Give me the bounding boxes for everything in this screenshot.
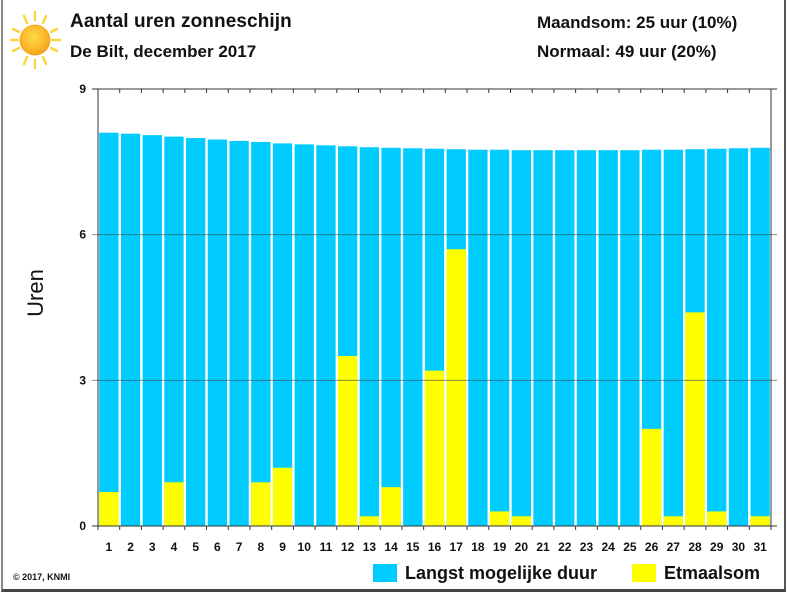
x-tick-label: 15	[406, 540, 420, 554]
bar-max-duration	[728, 148, 749, 526]
x-tick-label: 5	[192, 540, 199, 554]
y-tick-label: 9	[79, 82, 86, 96]
legend-swatch-max-duration	[373, 564, 397, 582]
x-tick-label: 11	[320, 540, 333, 554]
x-tick-label: 26	[645, 540, 659, 554]
bar-daily-sum	[641, 428, 662, 526]
legend-label-daily-sum: Etmaalsom	[664, 562, 761, 583]
x-tick-label: 24	[601, 540, 615, 554]
bar-daily-sum	[272, 467, 293, 526]
bar-daily-sum	[251, 482, 271, 526]
bar-daily-sum	[511, 516, 531, 526]
x-tick-label: 20	[515, 540, 529, 554]
bar-daily-sum	[359, 516, 380, 526]
bar-daily-sum	[750, 516, 770, 526]
bar-max-duration	[229, 140, 249, 526]
bar-max-duration	[663, 149, 683, 526]
x-tick-label: 21	[536, 540, 550, 554]
x-tick-label: 23	[580, 540, 594, 554]
bar-daily-sum	[707, 511, 727, 526]
bar-daily-sum	[424, 370, 445, 526]
bar-daily-sum	[446, 249, 466, 526]
x-tick-label: 22	[558, 540, 572, 554]
bar-daily-sum	[99, 492, 119, 526]
bar-max-duration	[511, 150, 531, 526]
x-tick-label: 9	[279, 540, 286, 554]
x-tick-label: 4	[171, 540, 178, 554]
bar-max-duration	[403, 148, 423, 526]
x-tick-label: 18	[471, 540, 485, 554]
bar-max-duration	[468, 149, 488, 526]
legend-label-max-duration: Langst mogelijke duur	[405, 562, 598, 583]
bar-max-duration	[381, 147, 401, 526]
x-tick-label: 13	[363, 540, 377, 554]
bar-max-duration	[99, 132, 119, 526]
bar-max-duration	[294, 144, 314, 526]
y-tick-label: 3	[79, 373, 86, 387]
legend-item-daily-sum: Etmaalsom	[632, 562, 760, 584]
x-tick-label: 8	[257, 540, 264, 554]
x-tick-label: 31	[753, 540, 767, 554]
bar-daily-sum	[663, 516, 683, 526]
bar-max-duration	[120, 133, 141, 526]
x-tick-label: 10	[298, 540, 312, 554]
x-tick-label: 25	[623, 540, 637, 554]
bar-max-duration	[207, 139, 228, 526]
x-tick-label: 2	[127, 540, 134, 554]
x-tick-label: 29	[710, 540, 724, 554]
x-tick-label: 16	[428, 540, 442, 554]
y-tick-label: 6	[79, 228, 86, 242]
bar-max-duration	[489, 149, 510, 526]
bar-max-duration	[186, 138, 206, 526]
bar-max-duration	[142, 135, 162, 526]
x-tick-label: 1	[106, 540, 113, 554]
bar-daily-sum	[381, 487, 401, 526]
normal-value: Normaal: 49 uur (20%)	[537, 42, 717, 61]
bar-daily-sum	[338, 356, 358, 526]
bar-max-duration	[598, 150, 618, 526]
sun-icon	[9, 10, 62, 70]
bar-max-duration	[251, 141, 271, 527]
copyright: © 2017, KNMI	[13, 572, 71, 582]
bar-max-duration	[272, 143, 293, 527]
x-tick-label: 19	[493, 540, 507, 554]
bar-chart: 1 2 3 4 5 6 7 8 9 10 11 12 13 14 15 16 17 18 19 20 21 22 23 24 2…	[79, 82, 777, 554]
x-tick-label: 6	[214, 540, 221, 554]
legend-swatch-daily-sum	[632, 564, 656, 582]
x-tick-label: 27	[667, 540, 681, 554]
bar-daily-sum	[685, 312, 705, 526]
bar-max-duration	[533, 150, 553, 526]
x-tick-label: 7	[236, 540, 243, 554]
chart-title: Aantal uren zonneschijn	[70, 11, 292, 32]
bar-max-duration	[164, 136, 184, 526]
x-tick-label: 3	[149, 540, 156, 554]
x-tick-label: 12	[341, 540, 355, 554]
bar-max-duration	[359, 147, 380, 526]
bar-max-duration	[750, 147, 770, 526]
x-tick-label: 17	[450, 540, 464, 554]
bar-max-duration	[620, 150, 640, 526]
legend-item-max-duration: Langst mogelijke duur	[373, 562, 597, 584]
bar-daily-sum	[489, 511, 510, 526]
bar-daily-sum	[164, 482, 184, 526]
bar-max-duration	[555, 150, 575, 526]
bar-max-duration	[576, 150, 597, 526]
x-tick-label: 28	[688, 540, 702, 554]
bar-max-duration	[316, 145, 336, 526]
x-tick-label: 30	[732, 540, 746, 554]
y-tick-label: 0	[79, 519, 86, 533]
bar-max-duration	[707, 148, 727, 526]
chart-subtitle: De Bilt, december 2017	[70, 42, 257, 61]
x-tick-label: 14	[384, 540, 398, 554]
monthly-sum: Maandsom: 25 uur (10%)	[537, 13, 738, 32]
